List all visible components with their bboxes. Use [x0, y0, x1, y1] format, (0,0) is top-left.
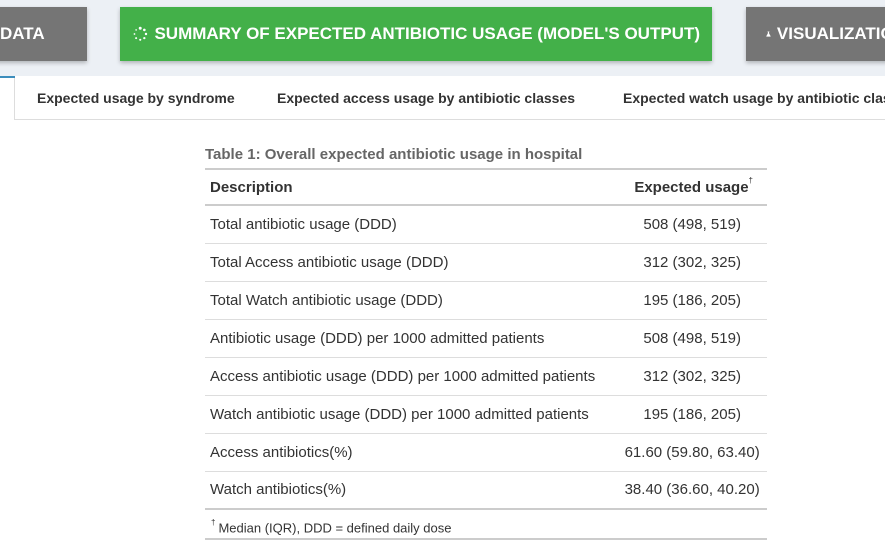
footnote-marker: †: [211, 518, 216, 527]
row-description: Total antibiotic usage (DDD): [205, 205, 613, 244]
tab-usage-by-syndrome[interactable]: Expected usage by syndrome: [37, 90, 235, 106]
row-expected-usage: 312 (302, 325): [612, 243, 767, 282]
row-expected-usage: 312 (302, 325): [612, 357, 767, 396]
table-body: Total antibiotic usage (DDD) 508 (498, 51…: [205, 205, 767, 510]
flask-icon: [766, 31, 771, 37]
table-row: Total antibiotic usage (DDD) 508 (498, 51…: [205, 205, 767, 244]
visualization-button-label: VISUALIZATION: [776, 24, 885, 43]
spinner-icon: [133, 26, 148, 41]
data-button[interactable]: DATA: [0, 7, 87, 61]
data-button-label: DATA: [0, 24, 45, 43]
tab-access-usage-by-class[interactable]: Expected access usage by antibiotic clas…: [277, 90, 576, 106]
top-button-bar: DATA SUMMARY OF EXPECTED ANTIBIOTIC USAG…: [0, 0, 885, 76]
usage-table: Description Expected usage† Total antibi…: [205, 168, 767, 510]
row-expected-usage: 508 (498, 519): [612, 319, 767, 358]
row-description: Access antibiotics(%): [205, 433, 613, 472]
row-description: Watch antibiotics(%): [205, 471, 613, 510]
row-description: Total Watch antibiotic usage (DDD): [205, 281, 613, 320]
row-expected-usage: 61.60 (59.80, 63.40): [612, 433, 767, 472]
header-footnote-marker: †: [748, 175, 753, 185]
header-expected-usage-label: Expected usage: [634, 178, 749, 196]
header-expected-usage: Expected usage†: [612, 168, 767, 206]
table-footnote: † Median (IQR), DDD = defined daily dose: [205, 510, 767, 540]
visualization-button[interactable]: VISUALIZATION: [746, 7, 885, 61]
tab-bar: Expected usage by syndrome Expected acce…: [0, 76, 885, 120]
row-description: Total Access antibiotic usage (DDD): [205, 243, 613, 282]
table-row: Antibiotic usage (DDD) per 1000 admitted…: [205, 319, 767, 358]
tab-watch-usage-by-class[interactable]: Expected watch usage by antibiotic class…: [623, 90, 885, 106]
row-description: Watch antibiotic usage (DDD) per 1000 ad…: [205, 395, 613, 434]
table-row: Access antibiotics(%) 61.60 (59.80, 63.40…: [205, 433, 767, 472]
row-expected-usage: 195 (186, 205): [612, 281, 767, 320]
summary-button[interactable]: SUMMARY OF EXPECTED ANTIBIOTIC USAGE (MO…: [120, 7, 712, 61]
table-header-row: Description Expected usage†: [205, 168, 767, 206]
table-row: Access antibiotic usage (DDD) per 1000 a…: [205, 357, 767, 396]
row-expected-usage: 195 (186, 205): [612, 395, 767, 434]
row-expected-usage: 508 (498, 519): [612, 205, 767, 244]
header-description: Description: [205, 168, 613, 206]
footnote-text: Median (IQR), DDD = defined daily dose: [218, 520, 452, 536]
table-caption: Table 1: Overall expected antibiotic usa…: [205, 146, 583, 163]
row-description: Antibiotic usage (DDD) per 1000 admitted…: [205, 319, 613, 358]
row-description: Access antibiotic usage (DDD) per 1000 a…: [205, 357, 613, 396]
summary-button-label: SUMMARY OF EXPECTED ANTIBIOTIC USAGE (MO…: [154, 24, 700, 43]
table-row: Watch antibiotics(%) 38.40 (36.60, 40.20): [205, 471, 767, 510]
row-expected-usage: 38.40 (36.60, 40.20): [612, 471, 767, 510]
table-row: Total Access antibiotic usage (DDD) 312 (…: [205, 243, 767, 282]
table-row: Watch antibiotic usage (DDD) per 1000 ad…: [205, 395, 767, 434]
table-row: Total Watch antibiotic usage (DDD) 195 (1…: [205, 281, 767, 320]
